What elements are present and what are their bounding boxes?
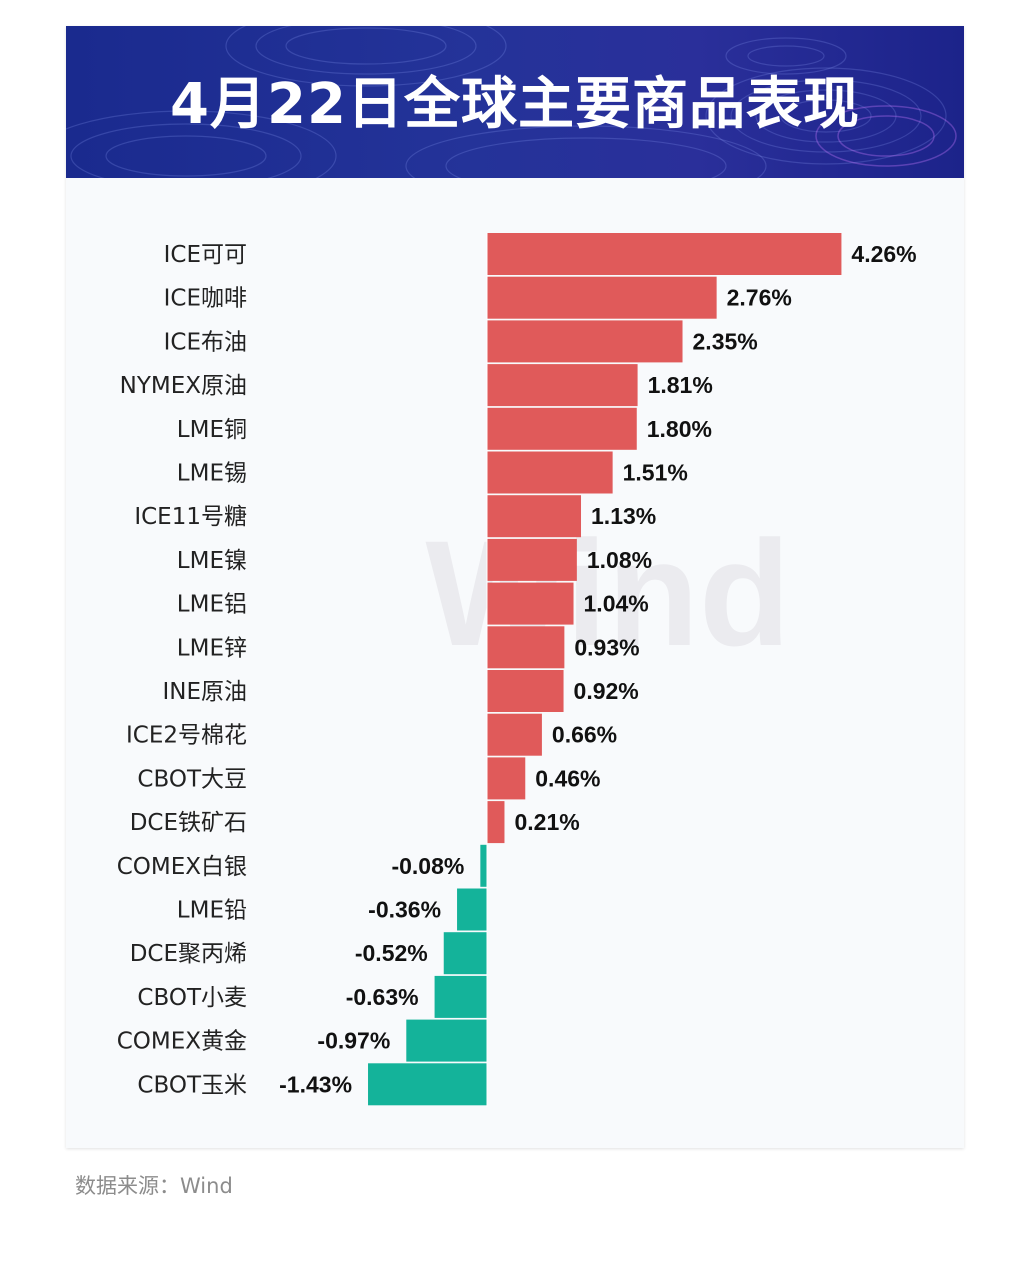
category-label-10: INE原油 xyxy=(162,679,247,705)
data-label-10: 0.92% xyxy=(574,678,639,704)
data-label-17: -0.63% xyxy=(346,984,419,1010)
category-label-19: CBOT玉米 xyxy=(137,1072,247,1098)
bar-4 xyxy=(487,407,637,450)
bar-8 xyxy=(487,582,574,625)
data-label-1: 2.76% xyxy=(727,285,792,311)
bar-3 xyxy=(487,364,638,407)
data-label-2: 2.35% xyxy=(693,328,758,354)
data-label-6: 1.13% xyxy=(591,503,656,529)
bar-18 xyxy=(406,1019,487,1062)
source-note: 数据来源：Wind xyxy=(75,1174,233,1198)
data-label-12: 0.46% xyxy=(535,765,600,791)
bar-15 xyxy=(457,888,487,931)
data-label-3: 1.81% xyxy=(648,372,713,398)
bar-14 xyxy=(480,844,487,887)
bar-16 xyxy=(443,932,487,975)
data-label-19: -1.43% xyxy=(279,1071,352,1097)
category-label-18: COMEX黄金 xyxy=(117,1029,247,1055)
title-banner: 4月22日全球主要商品表现 xyxy=(66,26,964,178)
bar-5 xyxy=(487,451,613,494)
bar-1 xyxy=(487,276,717,319)
bar-11 xyxy=(487,713,542,756)
category-label-8: LME铝 xyxy=(177,592,247,618)
category-label-15: LME铅 xyxy=(177,898,247,924)
category-label-2: ICE布油 xyxy=(164,329,247,355)
data-label-18: -0.97% xyxy=(317,1028,390,1054)
category-label-3: NYMEX原油 xyxy=(120,373,247,399)
bar-9 xyxy=(487,626,565,669)
data-label-14: -0.08% xyxy=(391,853,464,879)
bar-6 xyxy=(487,495,582,538)
category-label-4: LME铜 xyxy=(177,417,247,443)
page-title: 4月22日全球主要商品表现 xyxy=(170,71,860,137)
bar-7 xyxy=(487,538,577,581)
chart-card: 4月22日全球主要商品表现 xyxy=(66,26,964,1148)
category-label-16: DCE聚丙烯 xyxy=(130,941,247,967)
category-label-13: DCE铁矿石 xyxy=(130,810,247,836)
bar-2 xyxy=(487,320,683,363)
data-label-0: 4.26% xyxy=(851,241,916,267)
category-label-11: ICE2号棉花 xyxy=(126,723,247,749)
category-label-9: LME锌 xyxy=(177,635,247,661)
category-label-5: LME锡 xyxy=(177,461,247,487)
category-label-12: CBOT大豆 xyxy=(137,766,247,792)
data-label-15: -0.36% xyxy=(368,897,441,923)
category-label-7: LME镍 xyxy=(177,548,247,574)
bar-17 xyxy=(434,975,487,1018)
watermark-text: Wind xyxy=(425,509,790,677)
bar-13 xyxy=(487,801,505,844)
category-label-0: ICE可可 xyxy=(164,242,247,268)
bar-12 xyxy=(487,757,526,800)
bar-19 xyxy=(368,1063,487,1106)
category-label-1: ICE咖啡 xyxy=(164,286,247,312)
category-label-6: ICE11号糖 xyxy=(134,504,247,530)
data-label-8: 1.04% xyxy=(584,591,649,617)
data-label-9: 0.93% xyxy=(574,634,639,660)
bar-10 xyxy=(487,670,564,712)
data-label-5: 1.51% xyxy=(623,460,688,486)
category-label-17: CBOT小麦 xyxy=(137,985,247,1011)
contour-background xyxy=(66,26,957,178)
data-label-11: 0.66% xyxy=(552,722,617,748)
data-label-16: -0.52% xyxy=(355,940,428,966)
data-label-4: 1.80% xyxy=(647,416,712,442)
data-label-13: 0.21% xyxy=(514,809,579,835)
category-label-14: COMEX白银 xyxy=(117,854,247,880)
data-label-7: 1.08% xyxy=(587,547,652,573)
bar-0 xyxy=(487,233,842,275)
